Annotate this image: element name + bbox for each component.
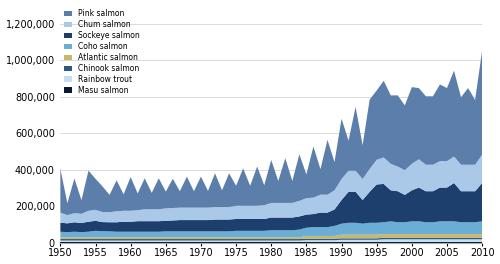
Legend: Pink salmon, Chum salmon, Sockeye salmon, Coho salmon, Atlantic salmon, Chinook : Pink salmon, Chum salmon, Sockeye salmon…: [62, 8, 141, 96]
